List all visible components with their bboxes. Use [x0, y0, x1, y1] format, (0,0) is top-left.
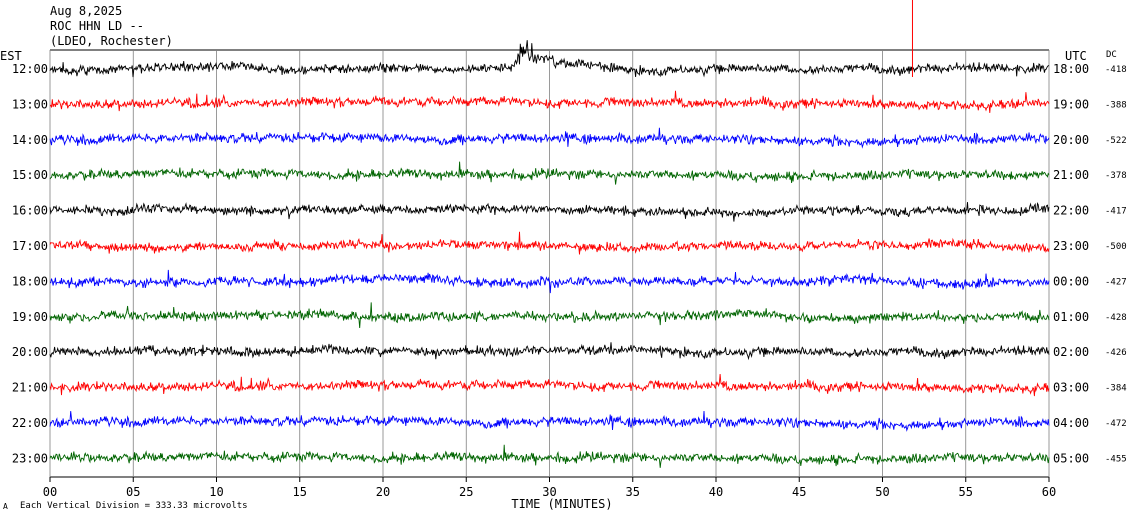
seismic-trace [49, 342, 1050, 361]
seismic-trace [49, 373, 1050, 397]
dc-offset-label: -427 [1105, 277, 1127, 287]
dc-column-title: DC [1106, 50, 1117, 60]
x-tick-label: 00 [43, 485, 57, 499]
x-tick-label: 05 [126, 485, 140, 499]
corner-mark: A [3, 502, 8, 511]
x-axis-title: TIME (MINUTES) [511, 497, 612, 511]
utc-hour-label: 19:00 [1053, 97, 1089, 111]
utc-hour-label: 20:00 [1053, 133, 1089, 147]
network-name: (LDEO, Rochester) [50, 34, 173, 48]
utc-hour-label: 18:00 [1053, 62, 1089, 76]
est-hour-label: 17:00 [12, 239, 48, 253]
x-tick-label: 50 [875, 485, 889, 499]
x-tick-label: 10 [209, 485, 223, 499]
seismic-trace [49, 302, 1050, 329]
utc-hour-label: 00:00 [1053, 274, 1089, 288]
vertical-grid [49, 49, 1050, 482]
est-hour-label: 21:00 [12, 381, 48, 395]
seismic-trace [49, 444, 1050, 468]
est-hour-label: 13:00 [12, 97, 48, 111]
est-hour-label: 22:00 [12, 416, 48, 430]
dc-offset-label: -417 [1105, 207, 1127, 217]
seismic-trace [49, 90, 1050, 113]
dc-offset-label: -428 [1105, 313, 1127, 323]
x-tick-label: 25 [459, 485, 473, 499]
dc-offset-label: -384 [1105, 384, 1127, 394]
dc-offset-label: -378 [1105, 171, 1127, 181]
utc-hour-label: 01:00 [1053, 310, 1089, 324]
dc-offset-label: -426 [1105, 348, 1127, 358]
dc-offset-label: -418 [1105, 65, 1127, 75]
est-hour-label: 15:00 [12, 168, 48, 182]
chart-date: Aug 8,2025 [50, 4, 122, 18]
est-hour-label: 14:00 [12, 133, 48, 147]
seismic-trace [49, 410, 1050, 432]
utc-hour-label: 04:00 [1053, 416, 1089, 430]
axis-labels: 00 05 10 15 20 25 30 35 40 45 50 55 60 12:00 18:00 -418… [12, 62, 1127, 499]
utc-hour-label: 22:00 [1053, 204, 1089, 218]
x-tick-label: 35 [626, 485, 640, 499]
est-axis-title: EST [0, 49, 22, 63]
seismic-trace [49, 201, 1050, 222]
x-tick-label: 20 [376, 485, 390, 499]
utc-hour-label: 03:00 [1053, 381, 1089, 395]
x-tick-label: 45 [792, 485, 806, 499]
seismic-trace [49, 127, 1050, 149]
est-hour-label: 19:00 [12, 310, 48, 324]
x-tick-label: 30 [542, 485, 556, 499]
dc-offset-label: -455 [1105, 454, 1127, 464]
utc-hour-label: 05:00 [1053, 451, 1089, 465]
est-hour-label: 23:00 [12, 451, 48, 465]
dc-offset-label: -472 [1105, 419, 1127, 429]
est-hour-label: 12:00 [12, 62, 48, 76]
est-hour-label: 18:00 [12, 274, 48, 288]
station-code: ROC HHN LD -- [50, 19, 144, 33]
est-hour-label: 16:00 [12, 204, 48, 218]
scale-footnote: Each Vertical Division = 333.33 microvol… [20, 501, 248, 511]
est-hour-label: 20:00 [12, 345, 48, 359]
x-tick-label: 15 [293, 485, 307, 499]
x-tick-label: 60 [1042, 485, 1056, 499]
utc-hour-label: 23:00 [1053, 239, 1089, 253]
utc-hour-label: 21:00 [1053, 168, 1089, 182]
dc-offset-label: -500 [1105, 242, 1127, 252]
utc-hour-label: 02:00 [1053, 345, 1089, 359]
dc-offset-label: -388 [1105, 100, 1127, 110]
seismic-traces [49, 0, 1050, 468]
seismic-trace [49, 231, 1050, 255]
dc-offset-label: -522 [1105, 136, 1127, 146]
x-tick-label: 40 [709, 485, 723, 499]
seismic-trace [49, 269, 1050, 294]
x-tick-label: 55 [959, 485, 973, 499]
seismic-trace [49, 40, 1050, 78]
seismic-trace [49, 161, 1050, 185]
utc-axis-title: UTC [1065, 49, 1087, 63]
